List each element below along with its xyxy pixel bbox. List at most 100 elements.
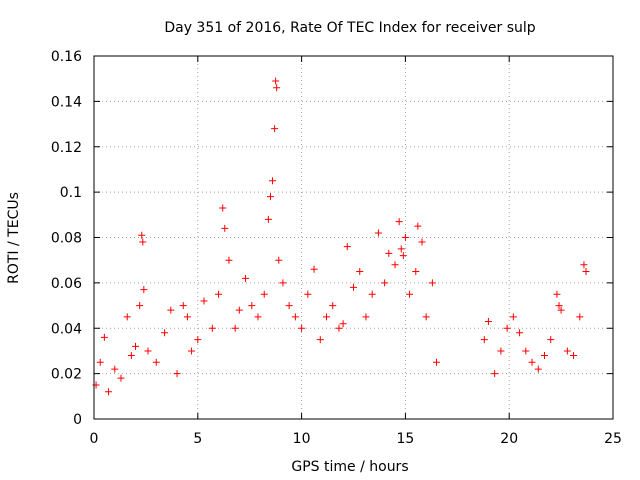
- data-point: [329, 302, 337, 310]
- data-point: [563, 347, 571, 355]
- data-point: [553, 290, 561, 298]
- data-point: [221, 224, 229, 232]
- data-point: [140, 286, 148, 294]
- data-point: [271, 125, 279, 133]
- data-point: [304, 290, 312, 298]
- data-point: [269, 177, 277, 185]
- data-point: [343, 243, 351, 251]
- x-tick-label: 20: [500, 431, 518, 447]
- axis-ticks: 0 5 10 15 20 25 0 0.02 0.04 0.06 0.08 0.1 0.12 0.14 0.…: [51, 49, 622, 447]
- data-point: [399, 252, 407, 260]
- data-point: [547, 336, 555, 344]
- y-tick-label: 0.14: [51, 94, 82, 110]
- data-point: [194, 336, 202, 344]
- y-tick-label: 0.06: [51, 276, 82, 292]
- data-point: [173, 370, 181, 378]
- data-point: [503, 324, 511, 332]
- data-point: [183, 313, 191, 321]
- data-point: [208, 324, 216, 332]
- data-point: [273, 84, 281, 92]
- data-point: [152, 358, 160, 366]
- data-point: [136, 302, 144, 310]
- data-point: [350, 283, 357, 291]
- data-point: [534, 365, 542, 373]
- data-point: [248, 302, 256, 310]
- data-point: [335, 324, 343, 332]
- data-point: [242, 274, 250, 282]
- data-point: [138, 231, 146, 239]
- data-point: [285, 302, 293, 310]
- data-point: [428, 279, 436, 287]
- y-tick-label: 0.08: [51, 231, 82, 247]
- data-point: [381, 279, 389, 287]
- data-point: [433, 358, 441, 366]
- data-point: [582, 268, 590, 276]
- y-tick-label: 0.16: [51, 49, 82, 65]
- data-point: [422, 313, 430, 321]
- data-point: [414, 222, 422, 230]
- data-point: [557, 306, 565, 314]
- x-axis-label: GPS time / hours: [291, 459, 408, 475]
- data-point: [117, 374, 125, 382]
- data-point: [225, 256, 233, 264]
- data-point: [316, 336, 324, 344]
- data-point: [540, 351, 548, 359]
- data-point: [235, 306, 243, 314]
- data-point: [555, 302, 563, 310]
- data-point: [100, 333, 108, 341]
- data-point: [144, 347, 152, 355]
- data-point: [132, 342, 140, 350]
- y-axis-label: ROTI / TECUs: [6, 192, 22, 284]
- data-point: [188, 347, 196, 355]
- data-point: [266, 193, 274, 201]
- grid: [94, 56, 613, 419]
- data-point: [291, 313, 299, 321]
- data-point: [167, 306, 175, 314]
- x-tick-label: 5: [193, 431, 202, 447]
- x-tick-label: 25: [604, 431, 622, 447]
- data-point: [497, 347, 505, 355]
- y-tick-label: 0: [73, 412, 82, 428]
- data-point: [298, 324, 306, 332]
- x-tick-label: 0: [90, 431, 99, 447]
- data-point: [310, 265, 318, 273]
- data-point: [161, 329, 169, 337]
- data-point: [111, 365, 119, 373]
- data-point: [570, 351, 578, 359]
- data-point: [516, 329, 524, 337]
- x-tick-label: 10: [293, 431, 311, 447]
- data-point: [401, 234, 409, 241]
- data-point: [397, 245, 405, 253]
- data-point: [179, 302, 187, 310]
- data-point: [391, 261, 399, 269]
- data-point: [127, 351, 135, 359]
- data-point: [105, 388, 113, 396]
- data-point: [412, 268, 420, 276]
- data-point: [480, 336, 488, 344]
- data-point: [522, 347, 530, 355]
- data-point: [418, 238, 426, 246]
- data-point: [200, 297, 208, 305]
- plot-frame: [93, 55, 614, 420]
- data-point: [491, 370, 499, 378]
- data-point: [484, 317, 492, 325]
- y-tick-label: 0.04: [51, 321, 82, 337]
- data-point: [374, 229, 382, 237]
- y-tick-label: 0.1: [60, 185, 82, 201]
- data-point: [139, 238, 147, 246]
- data-point: [272, 77, 280, 85]
- data-point: [509, 313, 517, 321]
- data-point: [339, 320, 347, 328]
- data-point: [96, 358, 104, 366]
- data-point: [279, 279, 287, 287]
- data-point: [576, 313, 584, 321]
- data-point: [395, 218, 403, 226]
- data-point: [406, 290, 414, 298]
- data-point: [123, 313, 131, 321]
- data-point: [231, 324, 239, 332]
- data-point: [385, 249, 393, 257]
- data-point: [264, 215, 272, 223]
- y-tick-label: 0.02: [51, 367, 82, 383]
- data-point: [368, 290, 376, 298]
